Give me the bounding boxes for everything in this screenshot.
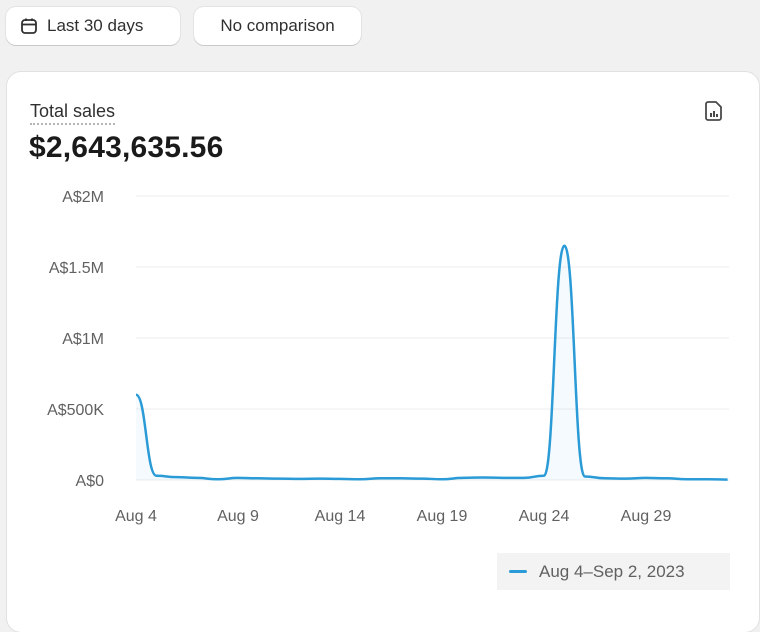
chart-legend[interactable]: Aug 4–Sep 2, 2023 bbox=[497, 553, 730, 590]
y-tick-label: A$2M bbox=[62, 189, 104, 206]
total-sales-value: $2,643,635.56 bbox=[29, 131, 224, 164]
y-tick-label: A$1M bbox=[62, 331, 104, 348]
sales-line-chart: A$0 A$500K A$1M A$1.5M A$2M Aug 4 Aug 9 Aug 14 A… bbox=[47, 189, 729, 525]
date-range-button[interactable]: Last 30 days bbox=[6, 7, 180, 45]
x-tick-label: Aug 14 bbox=[315, 508, 366, 525]
total-sales-card: Total sales $2,643,635.56 A$0 A$500K A$1M A… bbox=[7, 72, 759, 632]
series-area bbox=[136, 245, 728, 480]
y-tick-label: A$1.5M bbox=[49, 260, 104, 277]
legend-label: Aug 4–Sep 2, 2023 bbox=[539, 561, 685, 581]
series-line bbox=[135, 244, 728, 481]
report-document-icon[interactable] bbox=[704, 100, 724, 122]
x-tick-label: Aug 4 bbox=[115, 508, 157, 525]
x-tick-label: Aug 24 bbox=[519, 508, 570, 525]
comparison-button[interactable]: No comparison bbox=[194, 7, 361, 45]
date-range-label: Last 30 days bbox=[47, 16, 144, 35]
legend-swatch bbox=[509, 570, 527, 573]
x-tick-label: Aug 9 bbox=[217, 508, 259, 525]
x-tick-label: Aug 29 bbox=[621, 508, 672, 525]
comparison-label: No comparison bbox=[220, 16, 335, 35]
calendar-icon bbox=[21, 18, 37, 34]
y-tick-label: A$0 bbox=[76, 473, 105, 490]
y-tick-label: A$500K bbox=[47, 402, 104, 419]
card-title[interactable]: Total sales bbox=[30, 101, 116, 125]
x-tick-label: Aug 19 bbox=[417, 508, 468, 525]
